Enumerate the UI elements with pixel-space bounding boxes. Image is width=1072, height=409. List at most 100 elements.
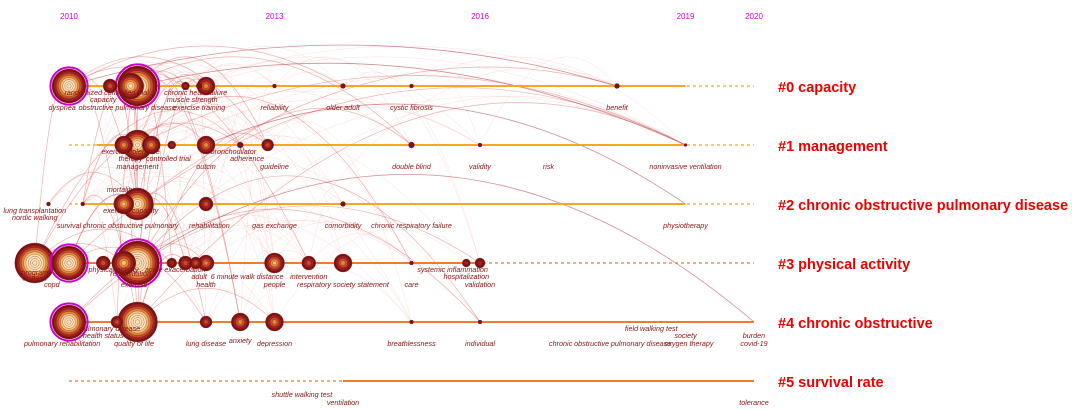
citation-arc: [82, 157, 309, 264]
keyword-nodes: [14, 63, 688, 343]
citation-arc: [137, 108, 412, 264]
citation-arc: [123, 90, 481, 146]
keyword-label: pulmonary rehabilitation: [23, 339, 100, 348]
node-ring: [477, 319, 483, 325]
keyword-label: obstructive pulmonary disease: [79, 103, 176, 112]
keyword-label: muscle strength: [167, 95, 218, 104]
keyword-label: rehabilitation: [110, 269, 151, 278]
keyword-label: pulmonary disease: [79, 324, 140, 333]
node-ring: [272, 260, 277, 266]
keyword-label: respiratory society statement: [297, 280, 390, 289]
node-ring: [203, 319, 209, 325]
keyword-node: [301, 255, 316, 271]
citation-arc: [205, 103, 686, 205]
citation-arc: [123, 135, 467, 264]
keyword-label: chronic obstructive pulmonary: [83, 221, 179, 230]
keyword-node: [231, 312, 250, 332]
citation-arc: [151, 116, 268, 146]
keyword-node: [261, 138, 274, 152]
cluster-label-3: #3 physical activity: [778, 257, 910, 273]
keyword-label: nordic walking: [12, 213, 58, 222]
node-ring: [683, 143, 688, 147]
citation-arc: [123, 137, 207, 264]
keyword-label: anxiety: [229, 336, 252, 345]
citation-arc: [137, 102, 686, 323]
citation-arc: [205, 56, 481, 146]
citation-arc: [195, 95, 686, 264]
citation-arc: [171, 224, 309, 264]
citation-arc: [137, 174, 755, 323]
citation-arc: [205, 61, 344, 87]
node-ring: [272, 83, 277, 89]
keyword-label: breathlessness: [387, 339, 436, 348]
keyword-label: exercise: [121, 280, 148, 289]
node-ring: [195, 82, 203, 90]
node-ring: [100, 260, 106, 266]
citation-arc: [411, 56, 686, 146]
keyword-node: [80, 201, 85, 207]
keyword-node: [409, 83, 414, 89]
keyword-node: [614, 83, 620, 89]
keyword-label: quality of life: [114, 339, 154, 348]
citation-arc: [68, 45, 344, 87]
year-axis: 2010 2013 2016 2019 2020: [60, 12, 763, 21]
keyword-node: [141, 135, 161, 155]
node-ring: [203, 83, 209, 89]
cluster-label-5: #5 survival rate: [778, 375, 884, 391]
keyword-node: [166, 257, 177, 269]
citation-arc: [48, 175, 125, 205]
burst-ring: [49, 243, 89, 283]
burst-ring: [49, 302, 89, 342]
citation-arc: [185, 204, 412, 323]
citation-arc: [82, 194, 138, 323]
citation-arc: [274, 56, 412, 146]
keyword-node: [264, 252, 285, 274]
cluster-label-1: #1 management: [778, 139, 888, 155]
citation-arc: [68, 66, 310, 264]
keyword-label: disease: [22, 274, 47, 283]
citation-arc: [274, 228, 467, 323]
keyword-label: controlled trial: [146, 154, 191, 163]
year-label-2019: 2019: [677, 12, 695, 21]
node-ring: [237, 141, 244, 149]
node-ring: [169, 260, 175, 266]
node-ring: [121, 201, 127, 207]
node-ring: [203, 201, 209, 207]
citation-arc: [34, 110, 241, 264]
node-ring: [193, 260, 198, 266]
citation-arc: [82, 176, 309, 264]
keyword-node: [265, 312, 284, 332]
keyword-label: adherence: [230, 154, 264, 163]
node-ring: [409, 319, 414, 325]
citation-arc: [137, 56, 268, 146]
citation-arc: [240, 82, 275, 323]
citation-arc: [205, 77, 275, 264]
keyword-node: [102, 78, 118, 94]
citation-arc: [199, 56, 686, 146]
node-ring: [66, 260, 72, 266]
keyword-label: physiotherapy: [662, 221, 708, 230]
keyword-node: [198, 196, 214, 212]
citation-arc: [137, 87, 686, 205]
citation-arc: [205, 219, 412, 264]
citation-arc: [82, 172, 275, 264]
keyword-node: [117, 72, 144, 100]
keyword-label: rehabilitation: [189, 221, 230, 230]
citation-arc: [82, 127, 412, 323]
keyword-node: [272, 83, 277, 89]
keyword-label: burden: [743, 331, 765, 340]
citation-arc: [123, 214, 412, 323]
keyword-label: survival: [57, 221, 82, 230]
keyword-node: [195, 82, 203, 90]
citation-arc: [185, 45, 344, 87]
keyword-label: adult: [191, 272, 208, 281]
citation-arc: [123, 76, 200, 205]
keyword-node: [46, 201, 51, 207]
node-ring: [614, 83, 620, 89]
keyword-label: lung transplantation: [3, 206, 66, 215]
keyword-label: intervention: [290, 272, 327, 281]
citation-arc: [267, 121, 412, 323]
node-ring: [135, 142, 140, 148]
keyword-label: gas exchange: [252, 221, 297, 230]
node-ring: [464, 260, 469, 266]
